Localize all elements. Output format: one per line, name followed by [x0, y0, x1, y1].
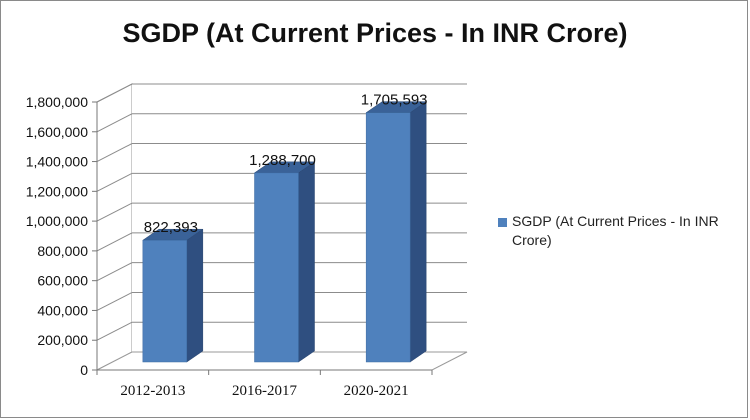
bar-2016-2017	[254, 172, 299, 363]
bar-2016-2017-side	[298, 161, 315, 363]
y-tick-label: 600,000	[37, 273, 88, 289]
y-tick-label: 800,000	[37, 243, 88, 259]
y-tick-label: 0	[80, 362, 88, 378]
data-label: 1,705,593	[361, 92, 428, 109]
data-label: 1,288,700	[249, 152, 316, 169]
legend-swatch	[498, 218, 507, 227]
gridline	[96, 172, 467, 192]
y-tick-label: 1,600,000	[26, 124, 88, 140]
bar-2020-2021	[365, 112, 411, 363]
gridline	[96, 143, 467, 163]
bar-2020-2021-side	[409, 101, 427, 363]
legend-label: SGDP (At Current Prices - In INR Crore)	[512, 213, 719, 248]
chart-title: SGDP (At Current Prices - In INR Crore)	[122, 18, 628, 48]
gridline	[96, 291, 467, 311]
x-tick-label: 2012-2013	[120, 383, 185, 399]
legend: SGDP (At Current Prices - In INR Crore)	[498, 212, 738, 250]
side-wall	[96, 83, 133, 371]
gridline	[96, 113, 467, 133]
y-tick-label: 1,000,000	[26, 213, 88, 229]
y-tick-label: 400,000	[37, 302, 88, 318]
data-label: 822,393	[144, 219, 198, 236]
gridline	[96, 232, 467, 252]
bar-2012-2013-side	[186, 228, 204, 363]
y-tick-label: 1,400,000	[26, 154, 88, 170]
gridline	[96, 202, 467, 222]
gridline	[96, 321, 467, 341]
y-tick-label: 200,000	[37, 332, 88, 348]
x-tick-label: 2016-2017	[232, 383, 297, 399]
y-tick-label: 1,800,000	[26, 94, 88, 110]
gridline	[96, 83, 467, 103]
gridline	[96, 262, 467, 282]
x-tick-label: 2020-2021	[344, 383, 409, 399]
bar-2012-2013	[142, 239, 188, 363]
y-tick-label: 1,200,000	[26, 183, 88, 199]
